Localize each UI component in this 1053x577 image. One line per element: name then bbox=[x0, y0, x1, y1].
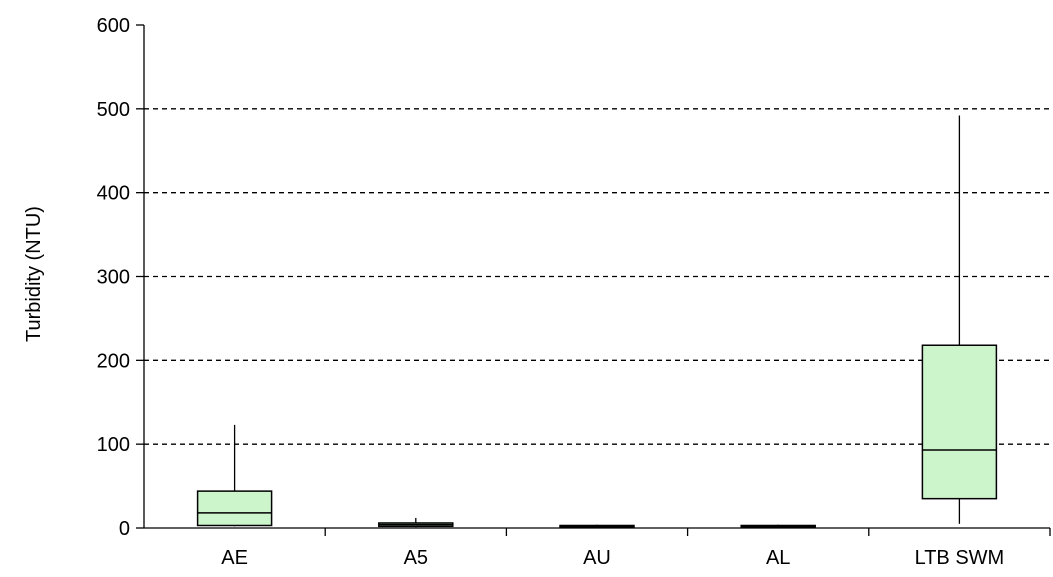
box-iqr bbox=[921, 344, 998, 500]
box-ae bbox=[196, 424, 273, 527]
y-tick-label: 200 bbox=[97, 350, 130, 372]
box-a5 bbox=[378, 517, 454, 528]
axes bbox=[136, 24, 1051, 536]
box-ltb-swm bbox=[921, 115, 998, 524]
tick-labels: 0 100 200 300 400 500 600 AE A5 AU AL LTB SWM bbox=[97, 15, 1005, 569]
box-al bbox=[740, 524, 816, 529]
y-tick-label: 0 bbox=[119, 518, 130, 540]
x-tick-label: AL bbox=[766, 547, 790, 569]
y-tick-label: 300 bbox=[97, 267, 130, 289]
x-tick-label: A5 bbox=[404, 547, 428, 569]
y-tick-label: 400 bbox=[97, 183, 130, 205]
x-tick-label: AE bbox=[221, 547, 248, 569]
x-tick-label: LTB SWM bbox=[915, 547, 1005, 569]
box-iqr bbox=[196, 490, 273, 527]
y-tick-label: 100 bbox=[97, 434, 130, 456]
x-tick-label: AU bbox=[583, 547, 611, 569]
box-au bbox=[559, 524, 635, 529]
gridlines bbox=[144, 108, 1050, 445]
box-series bbox=[196, 115, 998, 529]
y-axis-title: Turbidity (NTU) bbox=[23, 206, 45, 342]
y-tick-label: 600 bbox=[97, 15, 130, 37]
y-tick-label: 500 bbox=[97, 99, 130, 121]
